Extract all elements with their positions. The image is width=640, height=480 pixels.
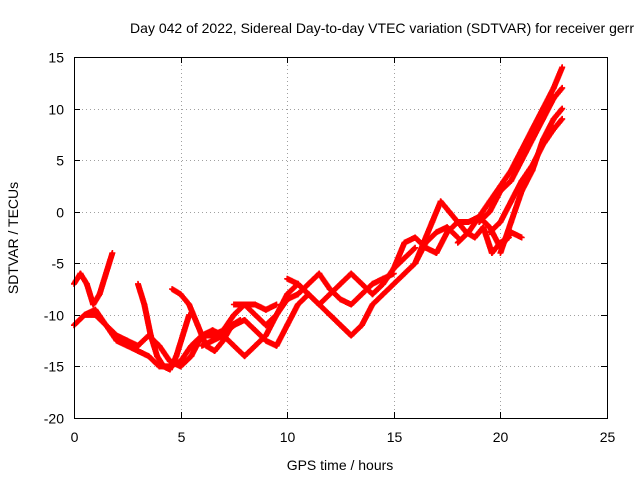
y-tick-label: 0 [56, 205, 64, 221]
y-tick-label: -15 [44, 359, 64, 375]
data-point [559, 105, 566, 112]
data-point [518, 234, 525, 241]
chart-title: Day 042 of 2022, Sidereal Day-to-day VTE… [130, 20, 634, 36]
series-sat-o [486, 115, 566, 236]
series-sat-p [497, 105, 566, 256]
data-point [273, 301, 280, 308]
x-axis-label: GPS time / hours [287, 457, 394, 473]
data-point [559, 84, 566, 91]
series-sat-j [326, 224, 461, 339]
x-tick-label: 25 [600, 429, 616, 445]
y-tick-label: -5 [52, 256, 65, 272]
series-sat-i [284, 244, 419, 308]
axis-ticks: 0 5 10 15 20 25 -20 -15 -10 -5 0 5 10 15 [44, 50, 616, 446]
y-tick-label: -20 [44, 411, 64, 427]
y-axis-label: SDTVAR / TECUs [5, 182, 21, 294]
series-sat-n [476, 84, 566, 225]
data-point [559, 64, 566, 71]
data-point [109, 250, 116, 256]
plot-frame [74, 57, 608, 419]
x-tick-label: 15 [387, 429, 403, 445]
series-sat-f [198, 291, 312, 349]
data-point [559, 115, 566, 122]
x-tick-label: 0 [71, 429, 79, 445]
y-tick-label: 10 [48, 102, 64, 118]
x-tick-label: 5 [178, 429, 186, 445]
data-point [412, 244, 419, 251]
plot-area [71, 64, 566, 373]
series-sat-d [135, 280, 193, 373]
y-tick-label: 15 [48, 50, 64, 66]
series-sat-l [412, 198, 512, 267]
x-tick-label: 20 [493, 429, 509, 445]
x-tick-label: 10 [280, 429, 296, 445]
y-tick-label: -10 [44, 308, 64, 324]
y-tick-label: 5 [56, 153, 64, 169]
series-sat-a [71, 250, 116, 308]
